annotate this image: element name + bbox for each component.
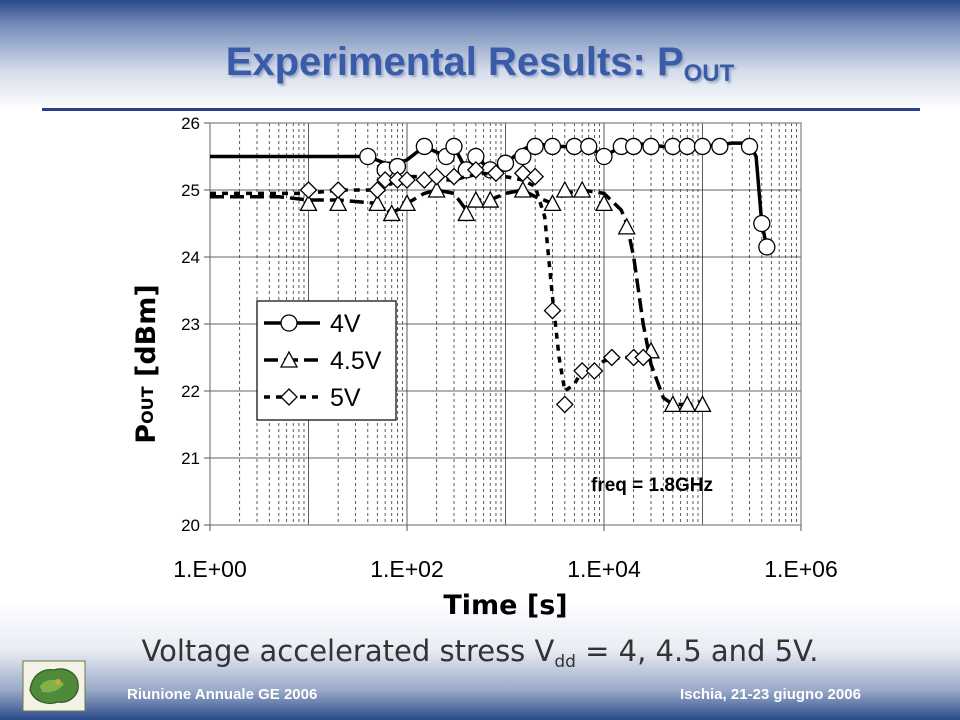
data-point-diamond <box>466 160 485 179</box>
data-point-diamond <box>329 181 348 199</box>
chart-legend: 4V 4.5V 5V <box>256 300 397 421</box>
data-point-diamond <box>368 181 387 199</box>
data-point-triangle <box>466 190 485 208</box>
data-point-diamond <box>634 348 653 367</box>
y-tick-label: 24 <box>181 248 200 267</box>
legend-marker-triangle <box>279 350 299 368</box>
y-axis-label-main: P <box>131 424 162 444</box>
legend-label: 4.5V <box>330 347 382 375</box>
data-point-diamond <box>415 171 434 189</box>
data-point-circle <box>693 137 712 156</box>
data-point-diamond <box>585 361 604 380</box>
data-point-circle <box>526 137 544 156</box>
data-point-circle <box>595 147 613 166</box>
legend-marker-circle <box>280 314 298 332</box>
data-point-triangle <box>573 180 592 198</box>
data-point-triangle <box>481 190 500 208</box>
legend-label: 4V <box>330 310 361 338</box>
y-tick-label: 21 <box>181 449 200 468</box>
data-point-circle <box>496 154 515 172</box>
y-axis-label: POUT [dBm] <box>131 284 162 443</box>
slide-title: Experimental Results: POUT <box>0 40 960 88</box>
data-point-circle <box>664 137 682 156</box>
legend-label: 5V <box>330 384 361 412</box>
footer-right: Ischia, 21-23 giugno 2006 <box>680 686 861 703</box>
data-point-triangle <box>693 395 712 413</box>
data-point-triangle <box>678 395 697 413</box>
data-point-triangle <box>382 204 401 222</box>
data-point-circle <box>580 137 598 156</box>
data-point-diamond <box>602 348 621 367</box>
caption-subscript: dd <box>554 652 576 672</box>
y-axis-label-tail: [dBm] <box>131 284 162 386</box>
data-point-triangle <box>543 194 562 212</box>
data-point-diamond <box>376 171 395 189</box>
data-point-circle <box>359 147 377 166</box>
slide-title-main: Experimental Results: P <box>225 40 684 84</box>
data-point-circle <box>753 214 771 233</box>
chart-tick-labels: 20 21 22 23 24 25 26 1.E+00 1.E+02 1.E+04 1.E+06 <box>173 114 838 582</box>
y-tick-label: 26 <box>181 114 200 133</box>
data-point-circle <box>758 238 776 256</box>
series-5V <box>210 160 653 414</box>
data-point-diamond <box>427 167 446 186</box>
series-4.5V <box>210 180 712 413</box>
data-point-diamond <box>526 167 545 186</box>
caption-tail: = 4, 4.5 and 5V. <box>575 634 819 668</box>
x-tick-label: 1.E+00 <box>173 556 247 582</box>
data-point-triangle <box>555 180 574 198</box>
data-point-circle <box>711 137 729 156</box>
y-tick-label: 23 <box>181 315 200 334</box>
y-tick-label: 22 <box>181 382 200 401</box>
data-point-circle <box>415 137 433 156</box>
data-point-circle <box>543 137 562 156</box>
legend-item: 4V <box>264 310 361 338</box>
data-point-circle <box>642 137 660 156</box>
legend-marker-diamond <box>280 388 298 406</box>
data-point-diamond <box>487 164 505 183</box>
data-point-triangle <box>513 180 532 198</box>
slide-title-subscript: OUT <box>683 60 735 87</box>
data-point-circle <box>740 137 759 156</box>
data-point-triangle <box>299 194 318 212</box>
title-divider <box>42 108 920 111</box>
data-point-diamond <box>398 171 416 189</box>
x-tick-label: 1.E+02 <box>370 556 444 582</box>
y-tick-label: 20 <box>181 516 200 535</box>
data-point-circle <box>445 137 463 156</box>
data-point-diamond <box>445 167 463 186</box>
data-point-diamond <box>543 301 562 320</box>
data-point-triangle <box>457 204 476 222</box>
x-tick-label: 1.E+04 <box>567 556 641 582</box>
legend-box <box>256 300 397 421</box>
data-point-circle <box>565 137 583 156</box>
y-axis-label-subscript: OUT <box>138 386 157 424</box>
data-point-diamond <box>299 181 318 199</box>
legend-item: 4.5V <box>264 347 382 375</box>
data-point-circle <box>678 137 696 156</box>
legend-item: 5V <box>264 384 361 412</box>
data-point-triangle <box>368 194 387 212</box>
conference-logo <box>22 660 86 712</box>
chart-series-layer <box>210 137 776 414</box>
slide-caption: Voltage accelerated stress Vdd = 4, 4.5 … <box>0 634 960 672</box>
caption-main: Voltage accelerated stress V <box>141 634 555 668</box>
x-axis-label: Time [s] <box>443 590 567 621</box>
data-point-circle <box>625 137 643 156</box>
x-tick-label: 1.E+06 <box>764 556 838 582</box>
data-point-diamond <box>513 164 532 183</box>
data-point-triangle <box>594 194 614 212</box>
frequency-annotation: freq = 1.8GHz <box>591 475 713 496</box>
data-point-triangle <box>397 194 417 212</box>
y-tick-label: 25 <box>181 181 200 200</box>
data-point-triangle <box>329 194 348 212</box>
footer-left: Riunione Annuale GE 2006 <box>127 686 318 703</box>
data-point-triangle <box>427 180 446 198</box>
data-point-triangle <box>663 395 682 413</box>
data-point-triangle <box>617 217 636 235</box>
data-point-diamond <box>573 361 592 380</box>
data-point-diamond <box>555 395 574 414</box>
